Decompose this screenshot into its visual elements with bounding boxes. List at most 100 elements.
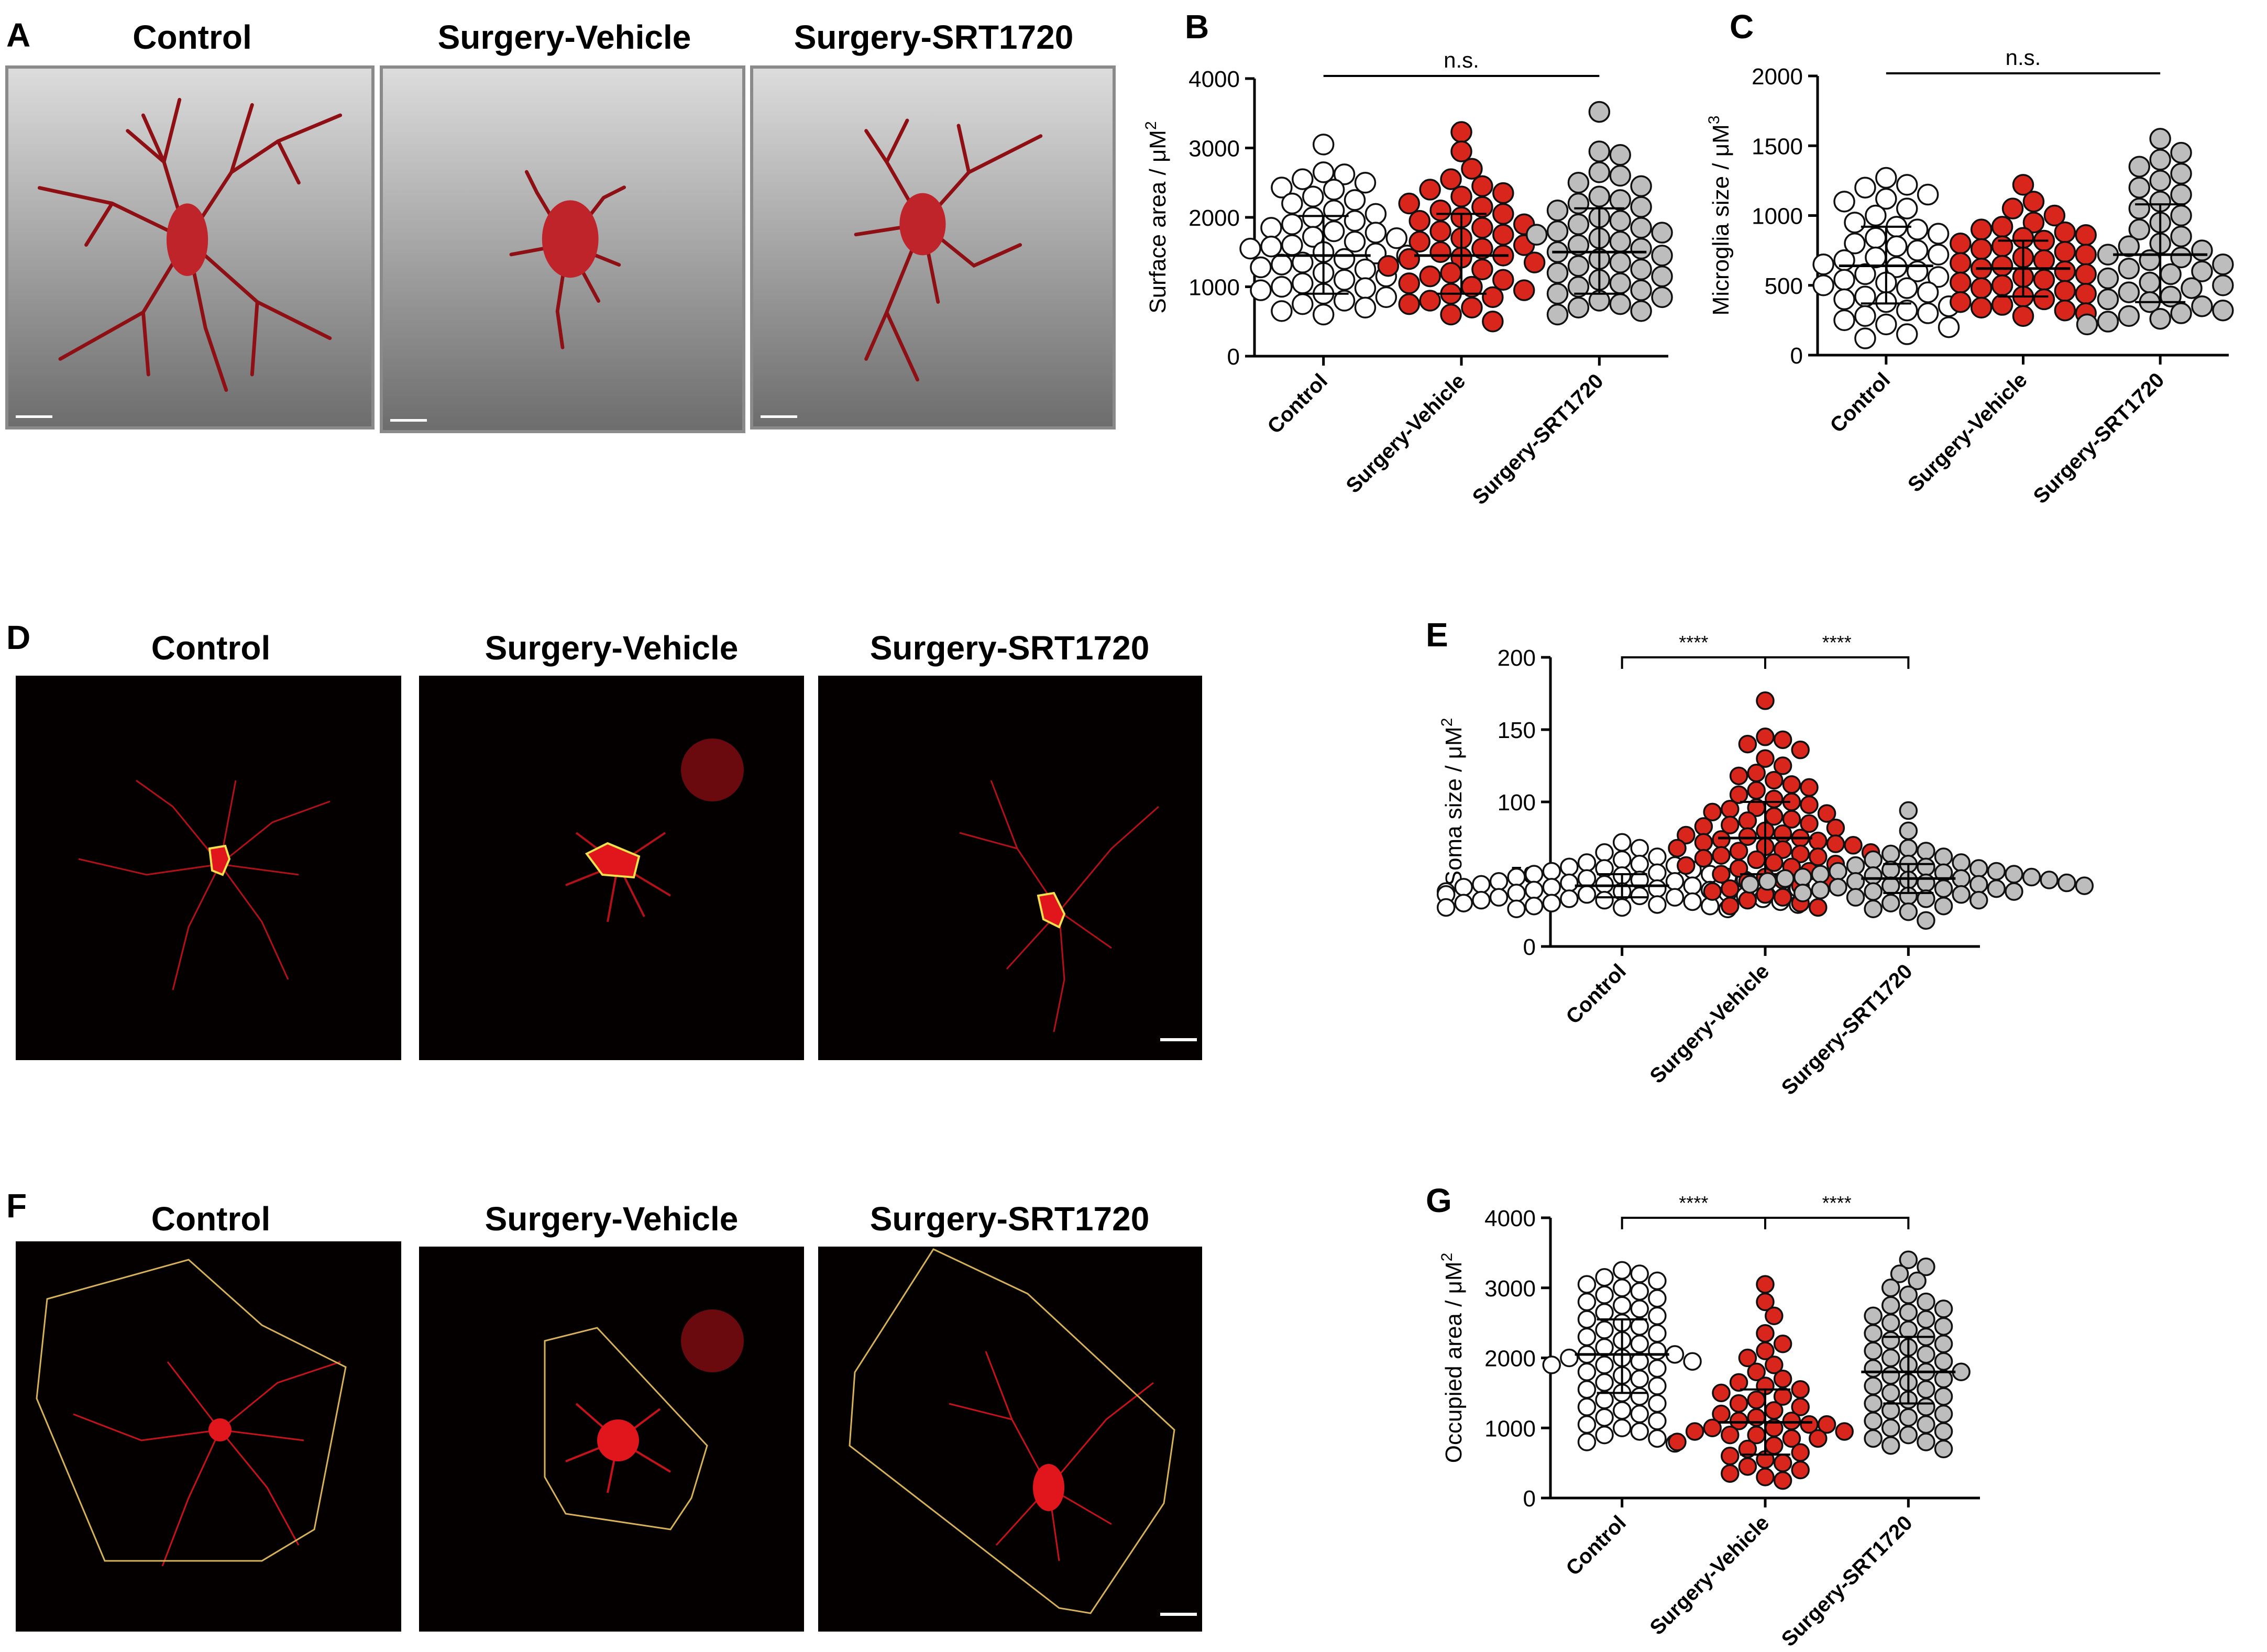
confocal-image-vehicle-territory [419,1247,804,1632]
data-point [1756,1324,1775,1343]
data-point [1773,824,1792,843]
data-point [1896,277,1918,299]
data-point [2212,254,2234,276]
data-point [1630,1387,1649,1406]
data-point [1609,293,1631,315]
data-point [1906,218,1929,240]
data-point [1812,274,1834,296]
y-tick-label: 3000 [1484,1276,1536,1302]
panel-label-d: D [6,619,31,656]
data-point [1927,223,1950,245]
data-point [1934,1317,1953,1336]
x-tick-label: Surgery-SRT1720 [1468,369,1608,509]
data-point [2128,218,2151,240]
data-point [1791,740,1810,759]
data-point [1668,1433,1687,1451]
data-point [1507,899,1526,918]
significance-label: **** [1822,1192,1852,1214]
data-point [1875,167,1897,189]
data-point [1729,1394,1748,1413]
data-point [1523,251,1546,273]
x-tick-label: Surgery-Vehicle [1341,369,1470,498]
data-point [1677,856,1696,875]
x-tick-label: Surgery-Vehicle [1645,960,1774,1088]
data-point [1567,172,1590,194]
data-point [1651,222,1673,244]
data-point [1588,101,1611,123]
data-point [1864,866,1883,885]
data-point [1250,256,1272,279]
data-point [1302,185,1324,207]
data-point [1721,800,1740,819]
data-point [1917,889,1935,908]
data-point [1899,1285,1918,1304]
y-axis-label-superscript: 2 [1438,718,1456,727]
data-point [1239,237,1261,260]
data-point [1398,248,1420,270]
data-point [1908,1271,1927,1291]
data-point [2054,221,2076,244]
data-point [1354,296,1377,318]
data-point [2033,249,2055,271]
data-point [1756,1292,1775,1312]
data-point [1756,1341,1775,1360]
data-point [1846,856,1865,875]
data-point [1333,248,1356,270]
data-point [1987,879,2006,898]
data-point [2005,882,2023,901]
data-point [2022,191,2045,213]
data-point [2075,282,2097,305]
data-point [1854,305,1876,327]
data-point [1651,245,1673,267]
data-point [2001,197,2024,219]
data-point [2128,156,2151,178]
data-point [2075,876,2094,895]
data-point [1747,850,1766,869]
x-tick-label: Surgery-SRT1720 [1777,1511,1917,1651]
render-image-srt [750,65,1116,429]
data-point [1934,1404,1953,1424]
y-tick-label: 1500 [1752,134,1803,159]
data-point [1747,781,1766,800]
data-point [1865,227,1887,249]
data-point [1817,804,1836,823]
data-point [1844,233,1866,255]
data-point [1950,291,1972,313]
scale-bar [1160,1613,1197,1616]
data-point [1648,1324,1667,1343]
data-point [1281,234,1303,256]
data-point [1864,1359,1883,1378]
data-point [1577,869,1597,888]
data-point [1809,1429,1828,1448]
data-point [1281,192,1303,215]
data-point [1741,875,1759,894]
data-point [1250,279,1272,301]
data-point [1398,192,1420,215]
data-point [1833,269,1855,291]
data-point [1507,884,1526,902]
data-point [1712,846,1731,865]
data-point [1765,789,1784,809]
data-point [1864,1429,1883,1448]
data-point [2170,183,2192,206]
data-point [1630,1369,1649,1389]
data-point [1333,269,1356,291]
data-point [1991,294,2013,316]
chart-g: 0 1000 2000 3000 4000 Occupied area / μM2 Cont… [1438,1192,1980,1651]
data-point [1927,266,1950,288]
data-point [1450,185,1472,207]
scale-bar [16,415,52,418]
data-point [1323,179,1345,201]
panel-label-e: E [1426,616,1448,654]
data-point [1970,277,1993,299]
data-point [2075,263,2097,285]
data-point [2118,281,2140,303]
data-point [1472,890,1491,910]
image-title-a-srt: Surgery-SRT1720 [794,18,1074,56]
data-point [1938,316,1960,338]
data-point [1546,303,1569,326]
data-point [1864,1306,1883,1325]
significance-label: **** [1679,1192,1708,1214]
data-point [1969,875,1988,894]
data-point [1729,1373,1748,1392]
